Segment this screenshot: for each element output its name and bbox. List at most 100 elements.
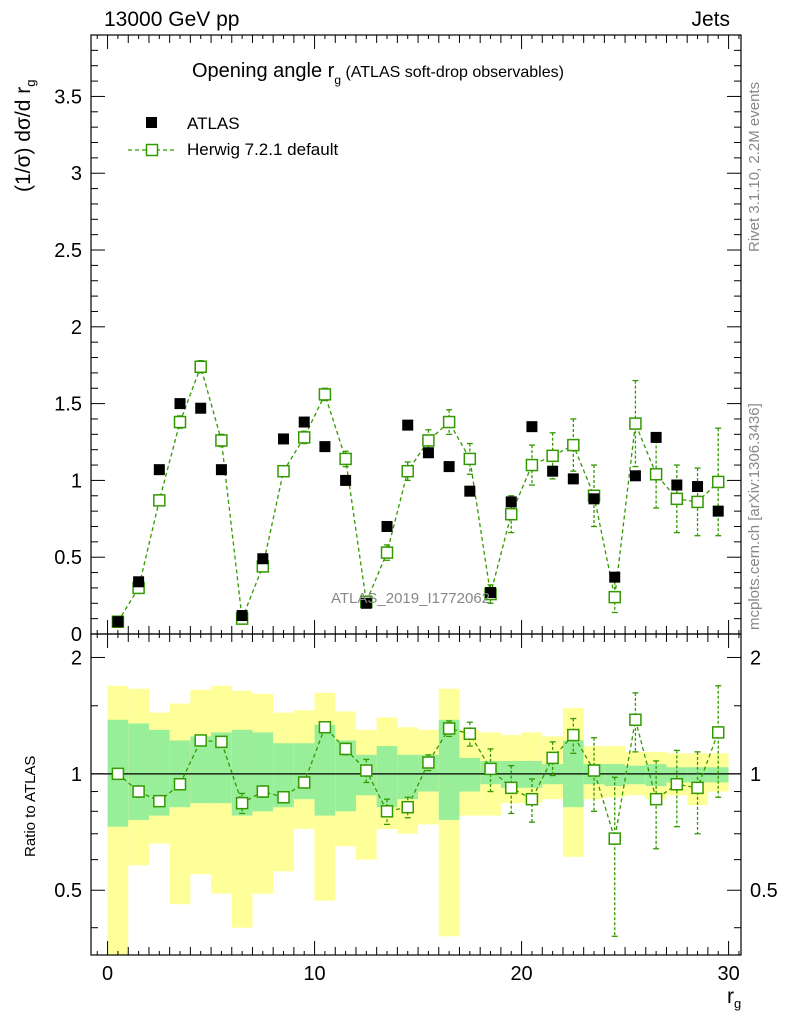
herwig-marker — [422, 434, 435, 447]
ratio-marker — [380, 805, 394, 818]
atlas-marker — [112, 616, 124, 628]
atlas-marker — [298, 416, 310, 428]
title-main: Opening angle r — [192, 60, 335, 82]
herwig-marker — [173, 415, 187, 429]
axis-ticks — [91, 34, 741, 955]
legend-label-atlas: ATLAS — [187, 114, 240, 133]
ratio-band-inner — [335, 740, 356, 812]
atlas-marker — [195, 402, 207, 414]
x-axis-label-subscript: g — [734, 996, 742, 1011]
ratio-y-tick-label: 0.5 — [54, 880, 82, 902]
ratio-marker — [670, 777, 684, 791]
ratio-marker — [256, 785, 270, 798]
ratio-band-inner — [438, 719, 460, 820]
ratio-marker — [297, 776, 311, 789]
herwig-marker — [318, 388, 332, 401]
ratio-marker — [567, 728, 580, 742]
ratio-uncertainty-bands — [107, 685, 729, 955]
herwig-marker — [711, 475, 725, 489]
atlas-marker — [485, 587, 497, 599]
atlas-marker — [464, 485, 476, 497]
ratio-marker — [132, 785, 145, 798]
herwig-line — [117, 364, 719, 623]
ratio-marker — [111, 767, 125, 781]
atlas-marker — [360, 597, 372, 609]
ratio-marker — [339, 742, 352, 756]
atlas-marker — [712, 505, 724, 517]
ratio-band-inner — [190, 736, 212, 804]
ratio-y-tick-label: 1 — [71, 764, 82, 786]
ratio-y-tick-label: 2 — [71, 647, 82, 669]
atlas-marker — [526, 421, 538, 433]
ratio-marker — [153, 794, 166, 808]
y-tick-label: 1.5 — [54, 394, 82, 416]
ratio-band-inner — [148, 729, 170, 816]
y-tick-label: 2.5 — [54, 240, 82, 262]
atlas-marker — [381, 520, 393, 532]
atlas-marker — [257, 553, 269, 565]
ratio-band-inner — [314, 724, 336, 816]
atlas-marker — [588, 493, 600, 505]
x-axis-label: rg — [727, 985, 742, 1011]
atlas-marker — [547, 465, 559, 477]
y-tick-label: 0.5 — [54, 547, 82, 569]
atlas-marker — [133, 576, 145, 588]
atlas-marker — [505, 496, 517, 508]
y-tick-label: 3 — [71, 163, 82, 185]
atlas-marker — [215, 464, 227, 476]
herwig-marker — [442, 415, 456, 429]
ratio-marker — [235, 796, 249, 810]
ratio-y-axis-label: Ratio to ATLAS — [22, 755, 39, 857]
y-axis-label-subscript: g — [23, 79, 38, 87]
herwig-marker — [380, 546, 394, 559]
atlas-marker — [692, 481, 704, 493]
herwig-marker — [153, 494, 166, 507]
ratio-marker — [546, 751, 559, 765]
atlas-marker — [153, 464, 165, 476]
x-tick-label: 10 — [303, 963, 325, 985]
ratio-marker — [525, 792, 539, 806]
atlas-marker — [236, 610, 248, 622]
herwig-marker — [525, 458, 539, 472]
ratio-y-tick-label: 1 — [750, 764, 761, 786]
y-tick-label: 1 — [71, 470, 82, 492]
herwig-marker — [463, 452, 477, 466]
ratio-band-inner — [128, 723, 149, 820]
ratio-marker — [360, 764, 373, 777]
plot-frames — [90, 34, 742, 956]
ratio-band-inner — [625, 765, 646, 785]
atlas-marker — [671, 479, 683, 491]
herwig-marker — [215, 434, 228, 447]
title-subscript: g — [334, 73, 342, 87]
herwig-marker — [297, 431, 311, 444]
y-tick-label: 3.5 — [54, 86, 82, 108]
herwig-marker — [649, 468, 663, 481]
herwig-marker — [401, 464, 414, 478]
ratio-band-inner — [397, 754, 419, 800]
ratio-marker — [484, 762, 497, 776]
atlas-series — [112, 398, 724, 628]
ratio-y-tick-label: 0.5 — [750, 880, 778, 902]
herwig-marker — [670, 492, 684, 506]
y-tick-label: 2 — [71, 317, 82, 339]
ratio-marker — [442, 722, 456, 735]
x-tick-label: 20 — [510, 963, 532, 985]
x-tick-label: 0 — [102, 963, 113, 985]
chart-title: Opening angle rg (ATLAS soft-drop observ… — [192, 60, 564, 87]
ratio-band-inner — [211, 732, 232, 804]
legend — [128, 117, 176, 157]
atlas-marker — [174, 398, 186, 410]
atlas-marker — [650, 431, 662, 443]
legend-label-herwig: Herwig 7.2.1 default — [187, 140, 339, 159]
ratio-band-inner — [707, 767, 729, 783]
ratio-marker — [401, 800, 414, 814]
y-axis-label: (1/σ) dσ/d rg — [12, 79, 38, 192]
analysis-watermark: ATLAS_2019_I1772062 — [331, 590, 491, 607]
x-tick-label: 30 — [717, 963, 739, 985]
ratio-marker — [691, 781, 704, 795]
atlas-marker — [567, 473, 579, 485]
ratio-marker — [463, 727, 477, 740]
y-tick-label: 0 — [71, 624, 82, 646]
ratio-band-inner — [376, 746, 398, 808]
